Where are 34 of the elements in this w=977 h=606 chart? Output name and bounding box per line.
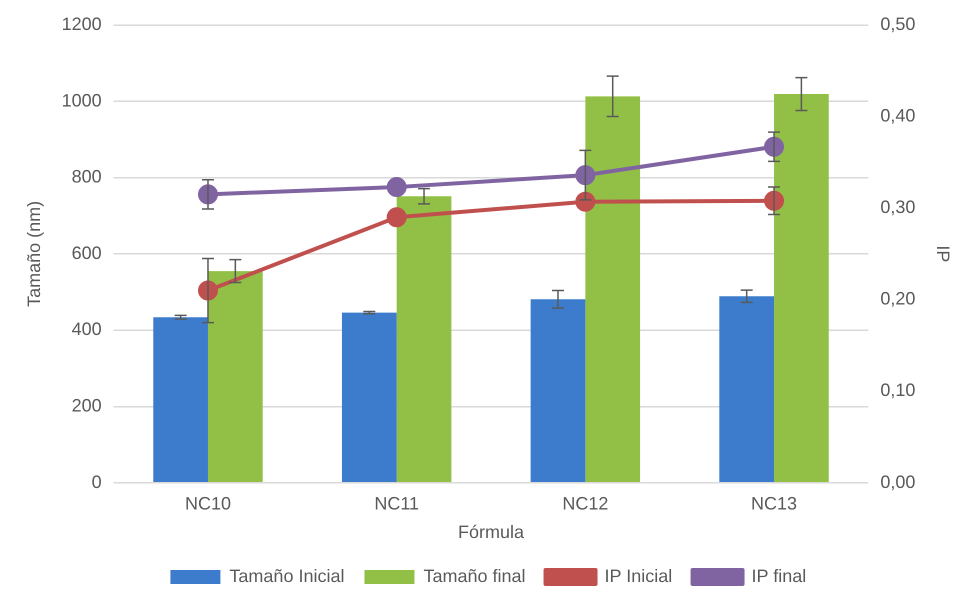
y2-tick-label: 0,20	[880, 288, 916, 309]
bar	[208, 271, 263, 482]
x-tick-label: NC12	[562, 494, 608, 514]
y-tick-label: 1200	[62, 14, 102, 34]
bar	[774, 94, 829, 482]
legend-label: IP final	[752, 566, 806, 586]
y2-tick-label: 0,40	[880, 106, 916, 126]
y-tick-label: 600	[72, 242, 102, 263]
y-tick-label: 400	[72, 319, 102, 340]
x-axis-title: Fórmula	[458, 522, 525, 542]
x-tick-label: NC13	[751, 494, 798, 514]
point	[386, 207, 407, 228]
x-tick-label: NC11	[374, 494, 420, 514]
bar	[153, 317, 208, 482]
x-tick-label: NC10	[184, 494, 231, 514]
y-tick-label: 0	[92, 472, 102, 492]
y-tick-label: 1000	[62, 90, 102, 110]
y2-tick-label: 0,10	[880, 380, 916, 400]
y2-tick-label: 0,30	[880, 197, 916, 218]
legend-label: Tamaño final	[423, 566, 526, 586]
bar	[530, 299, 586, 482]
legend-label: Tamaño Inicial	[229, 566, 344, 586]
y2-tick-label: 0,50	[880, 14, 916, 34]
y-tick-label: 200	[72, 395, 102, 416]
y2-tick-label: 0,00	[880, 472, 916, 492]
bar	[396, 196, 452, 482]
y-axis-title: Tamaño (nm)	[24, 200, 44, 307]
bar	[719, 296, 774, 482]
legend-label: IP Inicial	[604, 566, 672, 586]
y-tick-label: 800	[72, 166, 102, 187]
y2-axis-title: IP	[933, 245, 954, 262]
bar	[585, 96, 640, 482]
bar	[342, 312, 397, 482]
point	[386, 177, 407, 198]
